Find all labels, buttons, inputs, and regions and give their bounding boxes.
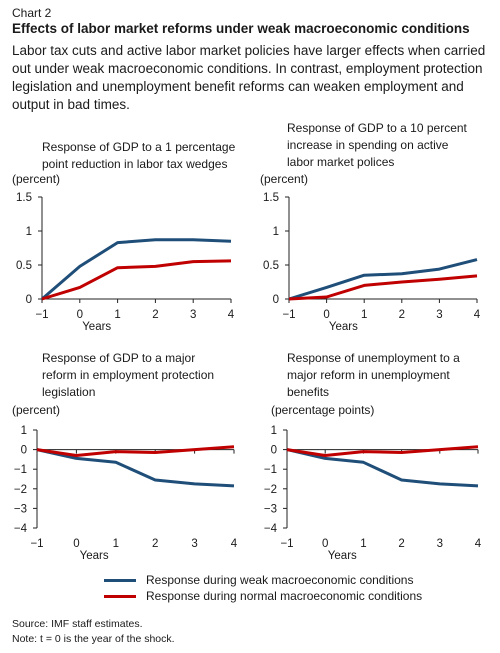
panel-4-x-tick-label: −1 bbox=[280, 538, 293, 550]
panel-1-x-tick-label: 1 bbox=[114, 309, 120, 321]
panel-2-x-tick-label: 3 bbox=[436, 309, 442, 321]
panel-4-y-tick-label: −2 bbox=[264, 484, 277, 496]
panel-1-title-line: point reduction in labor tax wedges bbox=[42, 157, 227, 171]
figure-title: Effects of labor market reforms under we… bbox=[12, 21, 470, 36]
panel-4-x-tick-label: 2 bbox=[398, 538, 404, 550]
panel-1-y-tick-label: 1 bbox=[26, 226, 32, 238]
legend: Response during weak macroeconomic condi… bbox=[104, 572, 422, 604]
panel-1-x-tick-label: −1 bbox=[35, 309, 48, 321]
panel-4-y-tick-label: −3 bbox=[264, 503, 277, 515]
panel-1-title-line: Response of GDP to a 1 percentage bbox=[42, 140, 236, 154]
panel-3-y-tick-label: −1 bbox=[14, 464, 27, 476]
panel-2-x-axis-label: Years bbox=[329, 321, 358, 333]
panel-2-title-line: increase in spending on active bbox=[287, 138, 449, 152]
panel-4-x-axis-label: Years bbox=[328, 550, 357, 562]
panel-1-x-axis-label: Years bbox=[82, 321, 111, 333]
panel-1-y-tick-label: 0.5 bbox=[16, 260, 32, 272]
panel-4-title-line: Response of unemployment to a bbox=[287, 351, 460, 365]
panel-2-x-tick-label: 4 bbox=[474, 309, 481, 321]
panel-4-x-tick-label: 4 bbox=[475, 538, 482, 550]
panel-2-title-line: labor market polices bbox=[287, 155, 394, 169]
panel-4-title-line: major reform in unemployment bbox=[287, 368, 450, 382]
legend-swatch-normal bbox=[104, 594, 136, 598]
panel-4-x-tick-label: 3 bbox=[437, 538, 443, 550]
panel-3-x-tick-label: 4 bbox=[231, 538, 238, 550]
panel-2-y-tick-label: 1.5 bbox=[263, 192, 279, 204]
panel-3-x-tick-label: 0 bbox=[73, 538, 79, 550]
panel-2-x-tick-label: 2 bbox=[399, 309, 405, 321]
legend-item-normal: Response during normal macroeconomic con… bbox=[104, 588, 422, 604]
panel-2-y-tick-label: 0 bbox=[273, 294, 279, 306]
panel-2-series-normal bbox=[288, 274, 478, 301]
panel-3-y-tick-label: 1 bbox=[21, 425, 27, 437]
legend-swatch-weak bbox=[104, 578, 136, 582]
panel-1-x-tick-label: 4 bbox=[228, 309, 235, 321]
panel-2-x-tick-label: 1 bbox=[361, 309, 367, 321]
panel-3-x-tick-label: 3 bbox=[191, 538, 197, 550]
panel-3-x-tick-label: 2 bbox=[152, 538, 158, 550]
panel-1-x-tick-label: 0 bbox=[77, 309, 83, 321]
panel-2-unit-label: (percent) bbox=[260, 172, 308, 186]
panel-4-series-normal bbox=[286, 445, 479, 457]
panel-1-x-tick-label: 2 bbox=[152, 309, 158, 321]
panel-1-series-normal bbox=[41, 259, 232, 301]
panel-3-x-tick-label: 1 bbox=[113, 538, 119, 550]
panel-4-x-tick-label: 1 bbox=[360, 538, 366, 550]
panel-3-series-normal bbox=[36, 445, 235, 457]
panel-3-title-line: reform in employment protection bbox=[42, 368, 214, 382]
panel-4-x-tick-label: 0 bbox=[322, 538, 328, 550]
panel-3-series-weak bbox=[36, 448, 235, 488]
panel-2-y-tick-label: 1 bbox=[273, 226, 279, 238]
legend-item-weak: Response during weak macroeconomic condi… bbox=[104, 572, 422, 588]
panel-1-y-tick-label: 1.5 bbox=[16, 192, 32, 204]
panel-3-y-tick-label: −4 bbox=[14, 523, 28, 535]
source-note: Source: IMF staff estimates. bbox=[12, 618, 143, 630]
panel-4-title-line: benefits bbox=[287, 385, 329, 399]
legend-label-normal: Response during normal macroeconomic con… bbox=[146, 589, 423, 603]
panel-3-title-line: legislation bbox=[42, 385, 95, 399]
panel-3-y-tick-label: 0 bbox=[21, 445, 27, 457]
panel-2-title-line: Response of GDP to a 10 percent bbox=[287, 121, 468, 135]
panel-4-y-tick-label: 1 bbox=[271, 425, 277, 437]
chart-number: Chart 2 bbox=[12, 6, 52, 20]
panel-2-x-tick-label: 0 bbox=[323, 309, 329, 321]
panel-4-y-tick-label: −4 bbox=[264, 523, 278, 535]
panel-4-y-tick-label: −1 bbox=[264, 464, 277, 476]
panel-1-y-tick-label: 0 bbox=[26, 294, 32, 306]
panel-1-unit-label: (percent) bbox=[12, 172, 60, 186]
panel-3-y-tick-label: −3 bbox=[14, 503, 27, 515]
panel-4-unit-label: (percentage points) bbox=[271, 403, 374, 417]
footnote: Note: t = 0 is the year of the shock. bbox=[12, 633, 175, 645]
panel-2-y-tick-label: 0.5 bbox=[263, 260, 279, 272]
panel-2-x-tick-label: −1 bbox=[282, 309, 295, 321]
panel-4-series-weak bbox=[286, 448, 479, 488]
panel-3-x-axis-label: Years bbox=[80, 550, 109, 562]
panel-1-x-tick-label: 3 bbox=[190, 309, 196, 321]
panel-4-y-tick-label: 0 bbox=[271, 445, 277, 457]
panel-3-y-tick-label: −2 bbox=[14, 484, 27, 496]
panel-3-unit-label: (percent) bbox=[12, 403, 60, 417]
legend-label-weak: Response during weak macroeconomic condi… bbox=[146, 573, 414, 587]
panel-1-series-weak bbox=[41, 238, 232, 301]
figure-description: Labor tax cuts and active labor market p… bbox=[12, 43, 486, 112]
panel-3-x-tick-label: −1 bbox=[30, 538, 43, 550]
panel-2-series-weak bbox=[288, 258, 478, 301]
panel-3-title-line: Response of GDP to a major bbox=[42, 351, 195, 365]
